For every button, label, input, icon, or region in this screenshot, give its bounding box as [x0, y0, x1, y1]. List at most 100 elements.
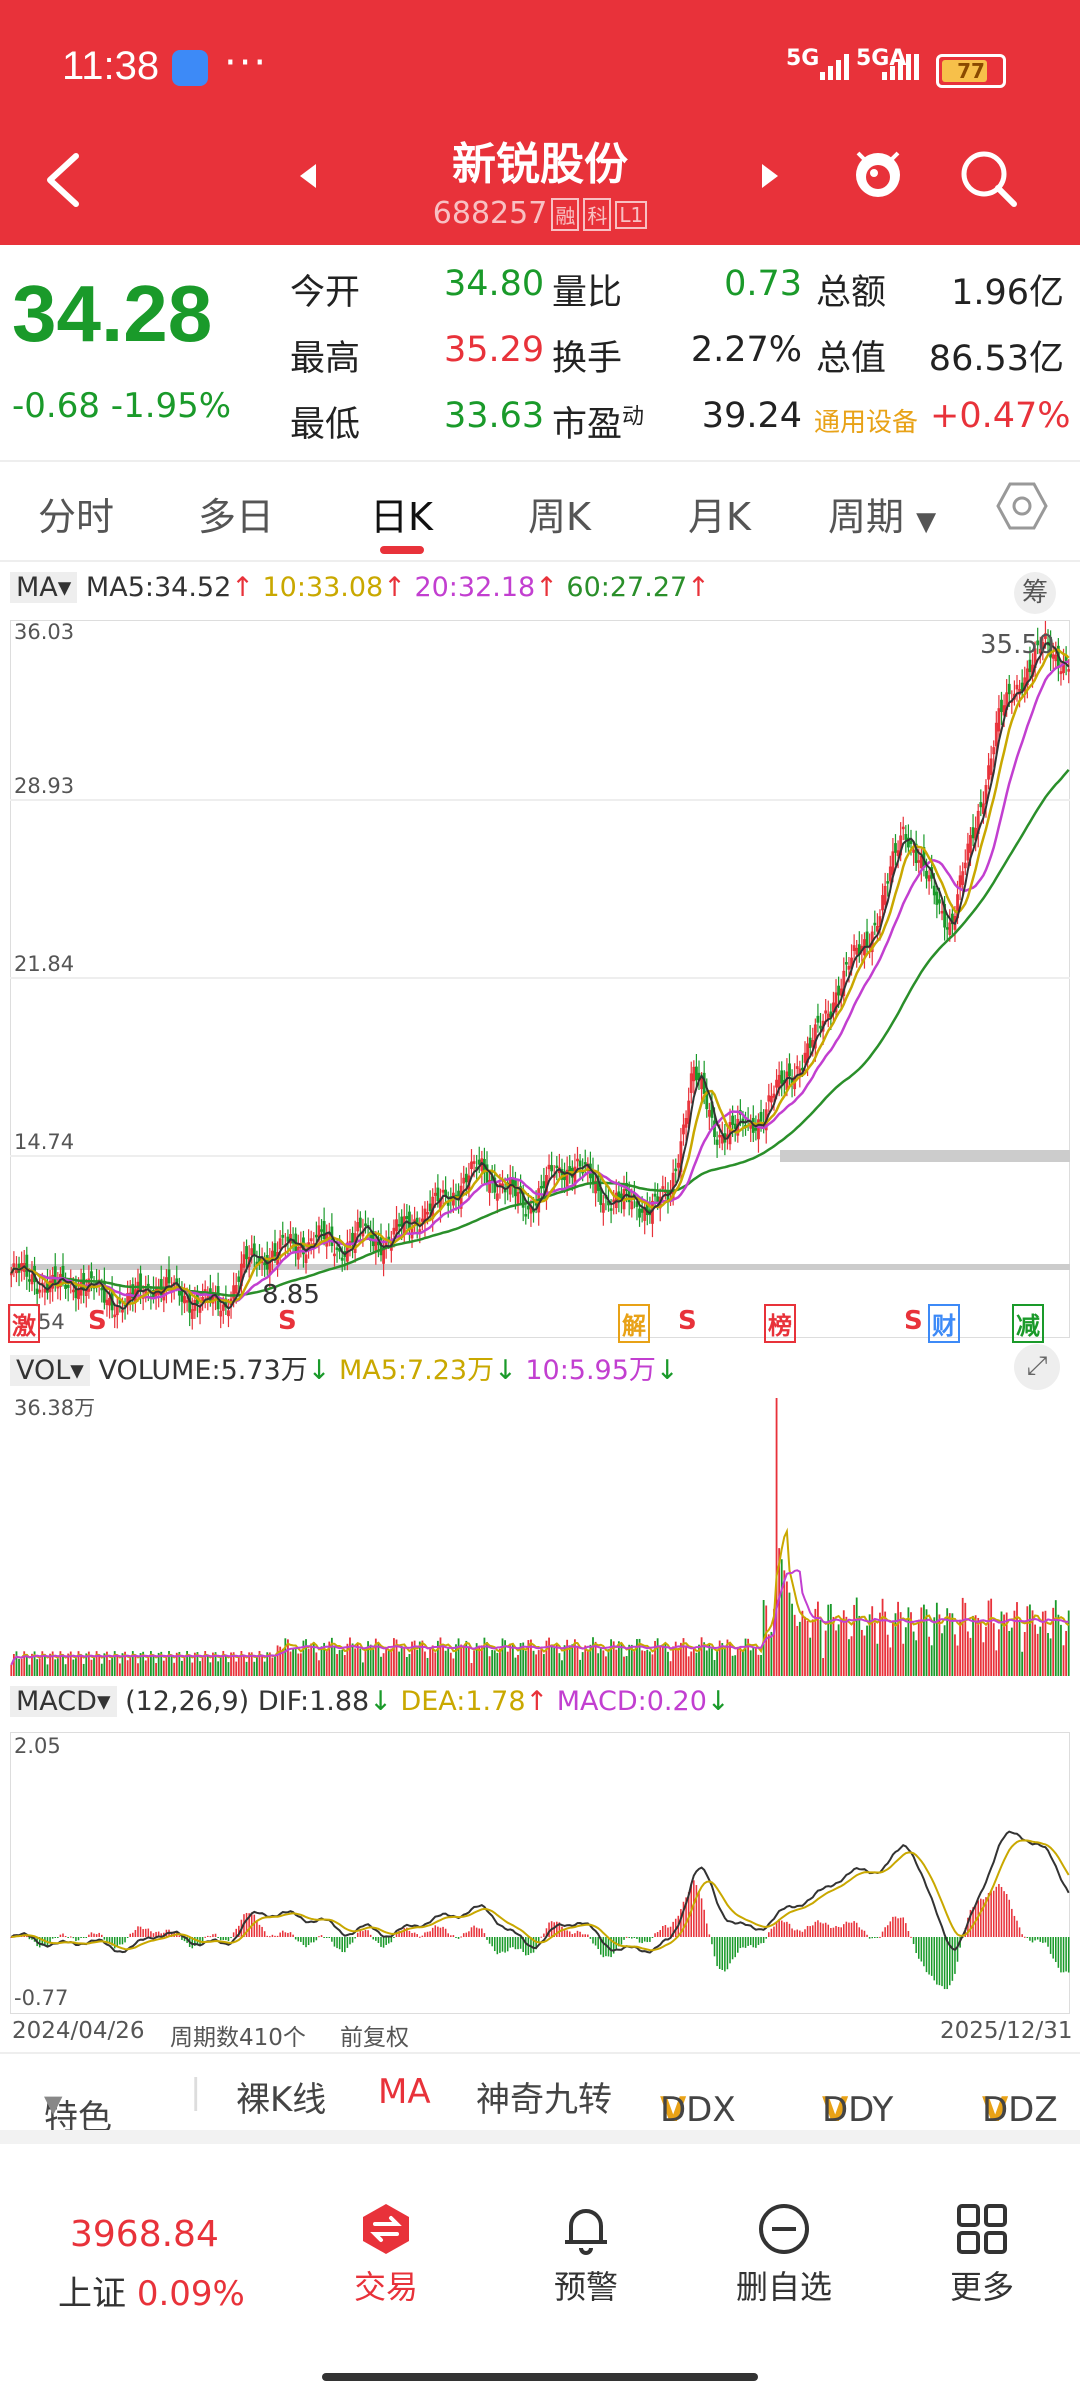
vol-indicator-select[interactable]: VOL▾: [10, 1355, 90, 1386]
volume-bar: [555, 1644, 558, 1676]
macd-indicator-select[interactable]: MACD▾: [10, 1686, 117, 1717]
volume-bar: [961, 1597, 964, 1676]
candle-body: [881, 895, 884, 911]
volume-bar: [157, 1652, 160, 1676]
change-percent: -1.95%: [110, 386, 232, 426]
marker-s-3[interactable]: S: [678, 1306, 697, 1336]
next-stock-icon[interactable]: [762, 164, 778, 188]
candle-body: [844, 962, 848, 965]
marker-incentive[interactable]: 激: [8, 1304, 40, 1343]
dea-line: [11, 1839, 1070, 1952]
macd-bar: [915, 1937, 917, 1953]
candle-body: [250, 1248, 254, 1256]
adjust-mode[interactable]: 前复权: [340, 2025, 409, 2051]
mascot-icon[interactable]: [850, 145, 906, 201]
volume-bar: [41, 1651, 44, 1676]
candle-body: [661, 1186, 665, 1189]
macd-bar: [768, 1932, 770, 1937]
volume-bar: [449, 1652, 452, 1676]
dif-line: [10, 1830, 1070, 1954]
macd-bar: [992, 1890, 995, 1937]
nav-remove-watchlist[interactable]: 删自选: [684, 2202, 884, 2308]
tab-multiday[interactable]: 多日: [198, 495, 275, 539]
volume-bar: [723, 1648, 726, 1676]
marker-finance[interactable]: 财: [928, 1304, 960, 1343]
volume-bar: [599, 1647, 602, 1676]
tab-daily-k[interactable]: 日K: [370, 495, 433, 539]
macd-bar: [434, 1925, 437, 1937]
macd-bar: [380, 1937, 382, 1947]
volume-bar: [964, 1602, 967, 1676]
tab-monthly-k[interactable]: 月K: [688, 495, 751, 539]
home-indicator: [322, 2373, 758, 2381]
macd-bar: [780, 1920, 783, 1937]
macd-bar: [1026, 1937, 1029, 1938]
settings-hexagon-icon[interactable]: [996, 480, 1048, 532]
volume-bar: [237, 1656, 240, 1676]
macd-label: MACD: [16, 1686, 97, 1717]
volume-bar: [173, 1662, 176, 1676]
marker-s-4[interactable]: S: [904, 1306, 923, 1336]
index-value[interactable]: 3968.84: [70, 2214, 219, 2255]
marker-reduce[interactable]: 减: [1012, 1304, 1044, 1343]
candle-body: [630, 1201, 634, 1210]
macd-bar: [589, 1937, 592, 1939]
macd-bar: [977, 1900, 979, 1937]
macd-bar: [38, 1937, 41, 1948]
section-gap: [0, 2130, 1080, 2144]
tab-period[interactable]: 周期 ▼: [828, 486, 936, 541]
volume-bar: [1031, 1610, 1034, 1676]
chip-distribution-button[interactable]: 筹: [1014, 572, 1056, 614]
volume-bar: [563, 1645, 566, 1676]
macd-bar: [837, 1926, 840, 1937]
tab-weekly-k[interactable]: 周K: [528, 495, 591, 539]
macd-bar: [235, 1928, 237, 1937]
feature-ma[interactable]: MA: [378, 2072, 431, 2112]
kline-chart[interactable]: [10, 620, 1070, 1338]
volume-bar: [682, 1638, 685, 1676]
volume-bar: [646, 1649, 649, 1676]
support-band: [780, 1150, 1070, 1162]
prev-stock-icon[interactable]: [300, 164, 316, 188]
tab-intraday[interactable]: 分时: [38, 495, 115, 539]
volume-bar: [548, 1637, 550, 1676]
volume-bar: [871, 1606, 874, 1676]
search-icon[interactable]: [958, 148, 1018, 208]
macd-bar: [631, 1937, 633, 1939]
macd-bar: [899, 1917, 902, 1937]
index-row[interactable]: 上证 0.09%: [58, 2266, 245, 2315]
price-axis-bottom: 54: [38, 1310, 65, 1334]
ma10-value: 10:33.08: [262, 572, 384, 603]
nav-alert[interactable]: 预警: [486, 2202, 686, 2308]
volume-bar: [250, 1652, 253, 1676]
back-arrow-icon[interactable]: [40, 150, 90, 210]
nav-more[interactable]: 更多: [882, 2202, 1080, 2308]
candle-body: [433, 1192, 437, 1196]
macd-bar: [504, 1937, 506, 1953]
macd-bar: [1047, 1937, 1049, 1947]
volume-bar: [411, 1641, 413, 1676]
macd-bar: [496, 1937, 499, 1955]
volume-bar: [669, 1661, 672, 1676]
ma-legend: MA▾ MA5:34.52↑ 10:33.08↑ 20:32.18↑ 60:27…: [10, 572, 710, 603]
marker-unlock[interactable]: 解: [618, 1304, 650, 1343]
marker-list[interactable]: 榜: [764, 1304, 796, 1343]
feature-td9[interactable]: 神奇九转: [476, 2080, 612, 2120]
volume-bar: [848, 1639, 850, 1676]
volume-bar: [315, 1652, 318, 1676]
volume-bar: [465, 1640, 468, 1676]
volume-bar: [819, 1619, 822, 1676]
expand-icon[interactable]: ⤢: [1014, 1344, 1060, 1390]
macd-bar: [943, 1937, 946, 1990]
feature-bare-k[interactable]: 裸K线: [236, 2080, 327, 2120]
candle-body: [237, 1276, 241, 1282]
up-arrow-icon: ↑: [383, 572, 406, 603]
macd-bar: [540, 1936, 543, 1938]
marker-s-2[interactable]: S: [278, 1306, 297, 1336]
macd-bar: [483, 1933, 486, 1937]
marker-s-1[interactable]: S: [88, 1306, 107, 1336]
ma-indicator-select[interactable]: MA▾: [10, 572, 78, 603]
nav-trade[interactable]: 交易: [286, 2202, 486, 2308]
sector-name[interactable]: 通用设备: [814, 408, 919, 438]
macd-bar: [775, 1922, 778, 1937]
